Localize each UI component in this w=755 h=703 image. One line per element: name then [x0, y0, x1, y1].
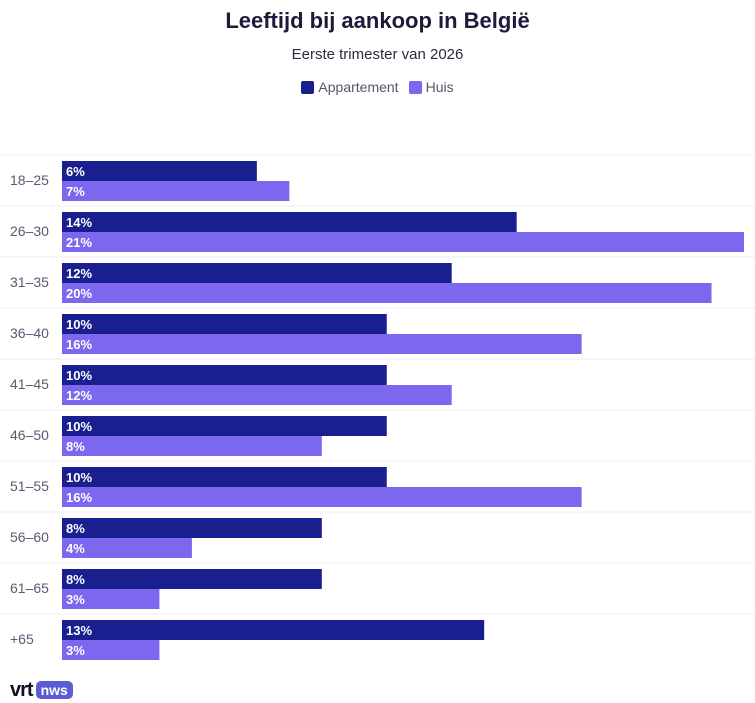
bar-appartement [62, 620, 485, 640]
data-label: 13% [66, 623, 92, 638]
category-label: 56–60 [10, 529, 49, 545]
data-label: 10% [66, 368, 92, 383]
category-label: 41–45 [10, 376, 49, 392]
category-label: 36–40 [10, 325, 49, 341]
logo-nws-badge: nws [35, 681, 73, 699]
logo-vrt-text: vrt [10, 679, 34, 701]
vrt-nws-logo: vrt nws [10, 680, 73, 700]
bar-appartement [62, 263, 452, 283]
data-label: 10% [66, 470, 92, 485]
bar-huis [62, 589, 160, 609]
bar-huis [62, 385, 452, 405]
bar-appartement [62, 467, 387, 487]
bar-appartement [62, 161, 257, 181]
bar-huis [62, 334, 582, 354]
category-label: 26–30 [10, 223, 49, 239]
legend: Appartement Huis [0, 79, 755, 95]
bar-appartement [62, 416, 387, 436]
data-label: 12% [66, 266, 92, 281]
data-label: 20% [66, 286, 92, 301]
category-label: 31–35 [10, 274, 49, 290]
category-label: 18–25 [10, 172, 49, 188]
data-label: 12% [66, 388, 92, 403]
data-label: 4% [66, 541, 85, 556]
chart-title: Leeftijd bij aankoop in België [225, 8, 530, 33]
legend-swatch-appartement [301, 80, 315, 94]
data-label: 7% [66, 184, 85, 199]
data-label: 8% [66, 521, 85, 536]
category-label: 46–50 [10, 427, 49, 443]
data-label: 16% [66, 337, 92, 352]
category-label: 61–65 [10, 580, 49, 596]
legend-label-huis: Huis [425, 79, 454, 95]
data-label: 14% [66, 215, 92, 230]
bar-appartement [62, 569, 322, 589]
category-label: 51–55 [10, 478, 49, 494]
bar-huis [62, 232, 744, 252]
bar-huis [62, 640, 160, 660]
legend-swatch-huis [408, 80, 422, 94]
data-label: 10% [66, 317, 92, 332]
bar-appartement [62, 314, 387, 334]
data-label: 6% [66, 164, 85, 179]
legend-item-appartement[interactable]: Appartement [301, 79, 399, 95]
bar-appartement [62, 212, 517, 232]
data-label: 10% [66, 419, 92, 434]
category-label: +65 [10, 631, 34, 647]
legend-label-appartement: Appartement [318, 79, 399, 95]
bar-appartement [62, 518, 322, 538]
bar-huis [62, 487, 582, 507]
data-label: 21% [66, 235, 92, 250]
bar-appartement [62, 365, 387, 385]
data-label: 3% [66, 592, 85, 607]
bar-huis [62, 181, 290, 201]
data-label: 8% [66, 439, 85, 454]
data-label: 16% [66, 490, 92, 505]
bar-huis [62, 283, 712, 303]
data-label: 8% [66, 572, 85, 587]
data-label: 3% [66, 643, 85, 658]
legend-item-huis[interactable]: Huis [408, 79, 454, 95]
bar-huis [62, 436, 322, 456]
chart-subtitle: Eerste trimester van 2026 [291, 46, 464, 63]
bar-huis [62, 538, 192, 558]
